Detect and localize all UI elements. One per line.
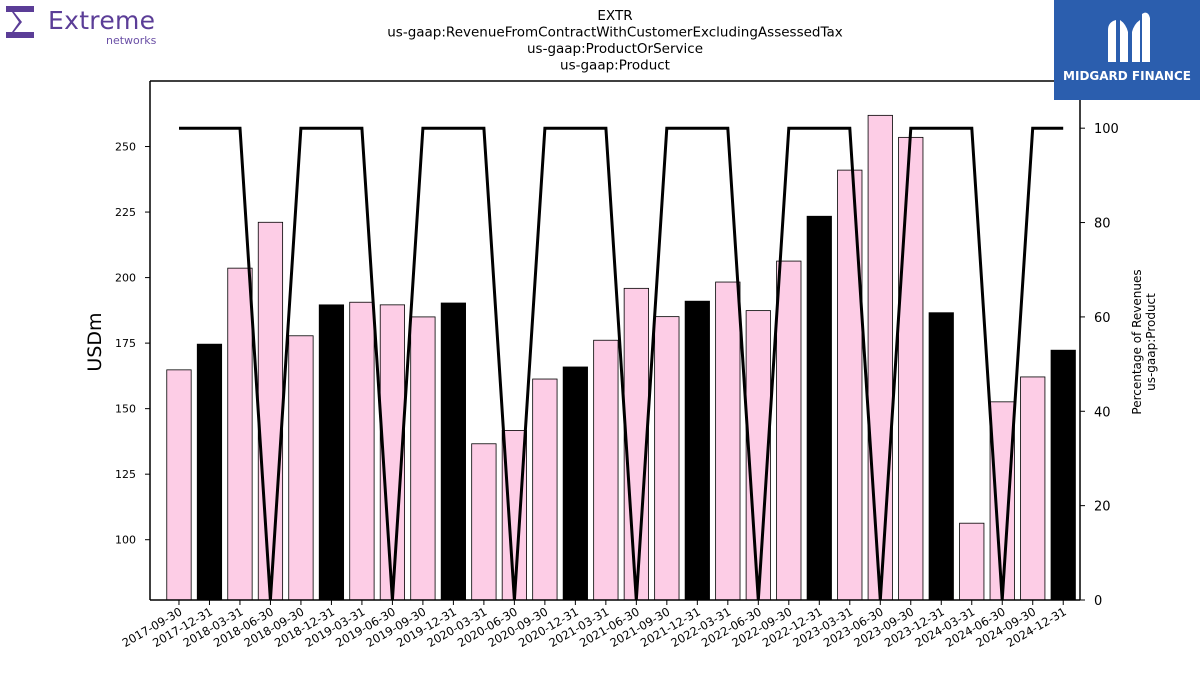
bar xyxy=(623,287,649,601)
midgard-brand-name: MIDGARD FINANCE xyxy=(1063,69,1191,83)
bar xyxy=(349,301,375,601)
brand-name: Extreme xyxy=(48,6,156,35)
bar xyxy=(928,312,954,601)
bar xyxy=(562,366,588,601)
y2-tick-label: 100 xyxy=(1094,122,1119,137)
extreme-networks-logo: Extreme networks xyxy=(4,4,174,48)
midgard-finance-logo: MIDGARD FINANCE xyxy=(1054,0,1200,100)
brand-subtitle: networks xyxy=(106,34,157,47)
bar xyxy=(898,136,924,601)
bar xyxy=(471,443,497,601)
percentage-line xyxy=(179,126,1064,601)
y2-axis-label: Percentage of Revenues xyxy=(1130,269,1144,414)
title-line: us-gaap:Product xyxy=(560,58,670,74)
y2-tick-label: 80 xyxy=(1094,217,1111,232)
bar xyxy=(166,369,192,601)
bar xyxy=(837,169,863,601)
bar xyxy=(257,221,284,601)
extreme-logo-icon xyxy=(6,6,34,38)
bars xyxy=(166,114,1076,601)
bar xyxy=(288,335,314,601)
y2-axis-label: us-gaap:Product xyxy=(1144,293,1158,391)
title-line: EXTR xyxy=(597,8,632,24)
bar xyxy=(959,522,985,601)
bar xyxy=(593,339,619,601)
axis-labels: USDm Percentage of Revenues us-gaap:Produc… xyxy=(84,269,1158,414)
bar xyxy=(196,343,223,601)
bar xyxy=(867,114,893,601)
bar xyxy=(410,316,436,601)
bar xyxy=(440,302,466,601)
y2-tick-label: 20 xyxy=(1094,500,1111,515)
y-axis-label: USDm xyxy=(84,312,106,371)
y-tick-label: 175 xyxy=(115,337,136,350)
bar xyxy=(532,378,558,601)
y-tick-label: 125 xyxy=(115,468,136,481)
bar xyxy=(318,304,345,601)
bar xyxy=(684,300,710,601)
y2-tick-label: 40 xyxy=(1094,405,1111,420)
y-tick-label: 100 xyxy=(115,534,136,547)
chart-title: EXTRus-gaap:RevenueFromContractWithCusto… xyxy=(387,8,843,74)
y2-tick-label: 60 xyxy=(1094,311,1111,326)
bar xyxy=(227,267,253,601)
y-tick-label: 225 xyxy=(115,206,136,219)
bar xyxy=(776,260,802,601)
y-tick-label: 200 xyxy=(115,272,136,285)
title-line: us-gaap:RevenueFromContractWithCustomerE… xyxy=(387,25,843,41)
title-line: us-gaap:ProductOrService xyxy=(527,41,703,57)
y-tick-label: 250 xyxy=(115,141,136,154)
y-tick-label: 150 xyxy=(115,403,136,416)
bar xyxy=(654,316,680,601)
bar xyxy=(715,281,741,601)
bar xyxy=(806,215,832,601)
bar xyxy=(989,401,1015,601)
bar xyxy=(1050,349,1076,601)
y2-tick-label: 0 xyxy=(1094,594,1102,609)
bar xyxy=(1020,376,1046,601)
midgard-logo-icon xyxy=(1108,12,1150,62)
